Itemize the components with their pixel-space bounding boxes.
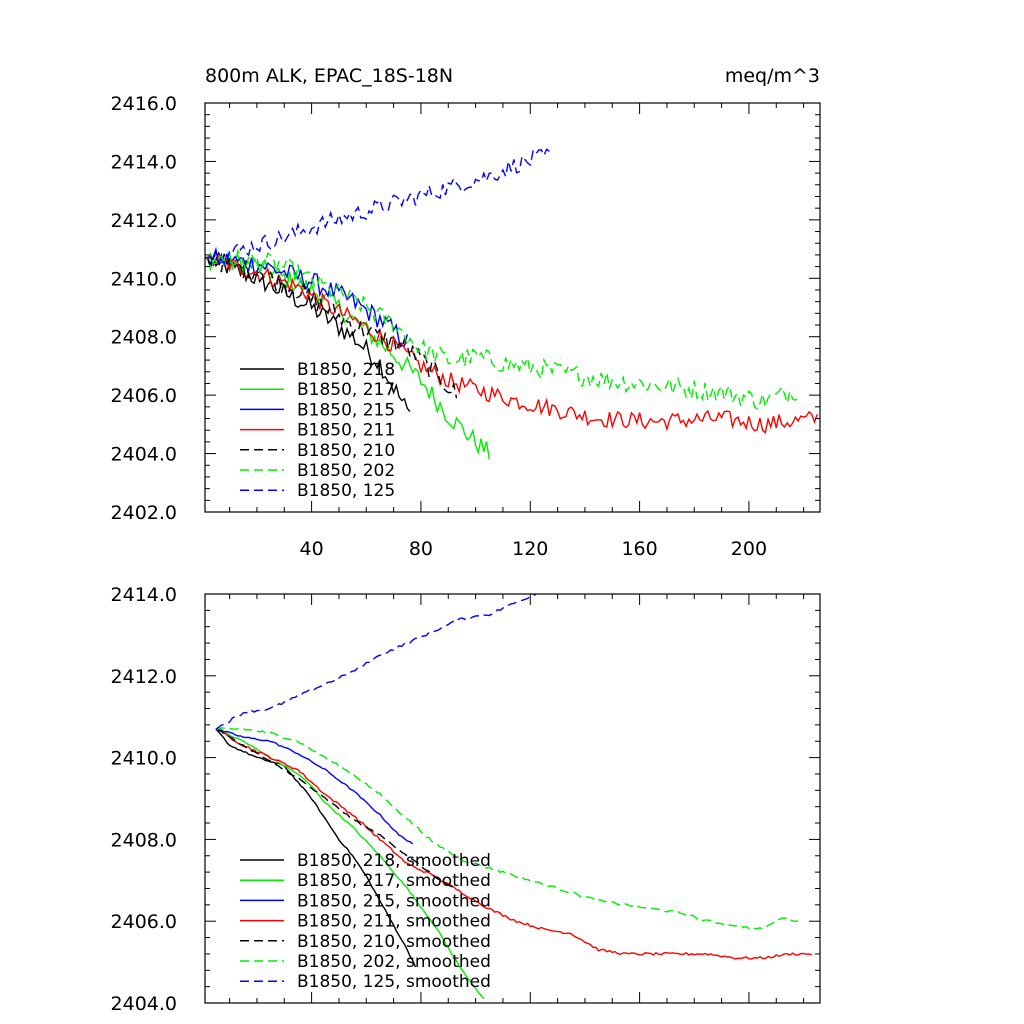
y-tick-label: 2404.0	[111, 444, 177, 466]
chart-title: 800m ALK, EPAC_18S-18N	[205, 65, 453, 87]
series-line-4	[215, 728, 455, 889]
series-line-2	[215, 728, 414, 845]
series-line-0	[205, 251, 411, 412]
y-tick-label: 2416.0	[111, 93, 177, 115]
legend-label-5: B1850, 202, smoothed	[297, 952, 491, 972]
x-tick-label: 200	[731, 538, 767, 560]
y-tick-label: 2414.0	[111, 584, 177, 606]
legend-label-3: B1850, 211	[297, 421, 395, 441]
plot-frame	[204, 102, 821, 513]
legend-label-1: B1850, 217, smoothed	[297, 871, 491, 891]
series-line-6	[205, 148, 550, 265]
bottom-panel: 2404.0 2406.0 2408.0 2410.0 2412.0 2414.0 B185…	[111, 584, 821, 1015]
y-tick-label: 2410.0	[111, 748, 177, 770]
series-group	[215, 594, 812, 1000]
y-tick-label: 2406.0	[111, 911, 177, 933]
x-tick-label: 160	[621, 538, 657, 560]
y-tick-label: 2402.0	[111, 502, 177, 524]
series-line-5	[215, 727, 799, 930]
legend-label-2: B1850, 215	[297, 400, 395, 420]
y-tick-label: 2408.0	[111, 327, 177, 349]
units-label: meq/m^3	[725, 65, 820, 87]
series-line-5	[205, 248, 799, 411]
series-line-6	[215, 594, 537, 730]
y-tick-label: 2404.0	[111, 993, 177, 1015]
legend-label-0: B1850, 218	[297, 360, 395, 380]
y-tick-label: 2410.0	[111, 268, 177, 290]
plot-frame	[204, 593, 821, 1004]
top-panel: 40 80 120 160 200 2402.0 2404.0 2406.0 2408.0 241…	[111, 65, 821, 560]
legend-label-6: B1850, 125, smoothed	[297, 972, 491, 992]
series-line-3	[205, 252, 818, 435]
series-group	[205, 148, 818, 460]
legend-label-0: B1850, 218, smoothed	[297, 851, 491, 871]
legend-label-4: B1850, 210	[297, 441, 395, 461]
legend-label-5: B1850, 202	[297, 461, 395, 481]
legend-label-6: B1850, 125	[297, 481, 395, 501]
x-tick-label: 80	[409, 538, 433, 560]
legend-label-4: B1850, 210, smoothed	[297, 932, 491, 952]
series-line-2	[205, 246, 408, 347]
series-line-0	[215, 728, 417, 968]
y-tick-label: 2414.0	[111, 151, 177, 173]
y-tick-label: 2406.0	[111, 385, 177, 407]
legend-label-2: B1850, 215, smoothed	[297, 891, 491, 911]
series-line-4	[205, 253, 458, 399]
x-tick-label: 40	[300, 538, 324, 560]
legend-label-1: B1850, 217	[297, 380, 395, 400]
series-line-3	[215, 728, 812, 960]
x-tick-label: 120	[512, 538, 548, 560]
y-tick-label: 2412.0	[111, 666, 177, 688]
legend-label-3: B1850, 211, smoothed	[297, 912, 491, 932]
series-line-1	[215, 728, 485, 1000]
y-tick-label: 2408.0	[111, 829, 177, 851]
y-tick-label: 2412.0	[111, 210, 177, 232]
